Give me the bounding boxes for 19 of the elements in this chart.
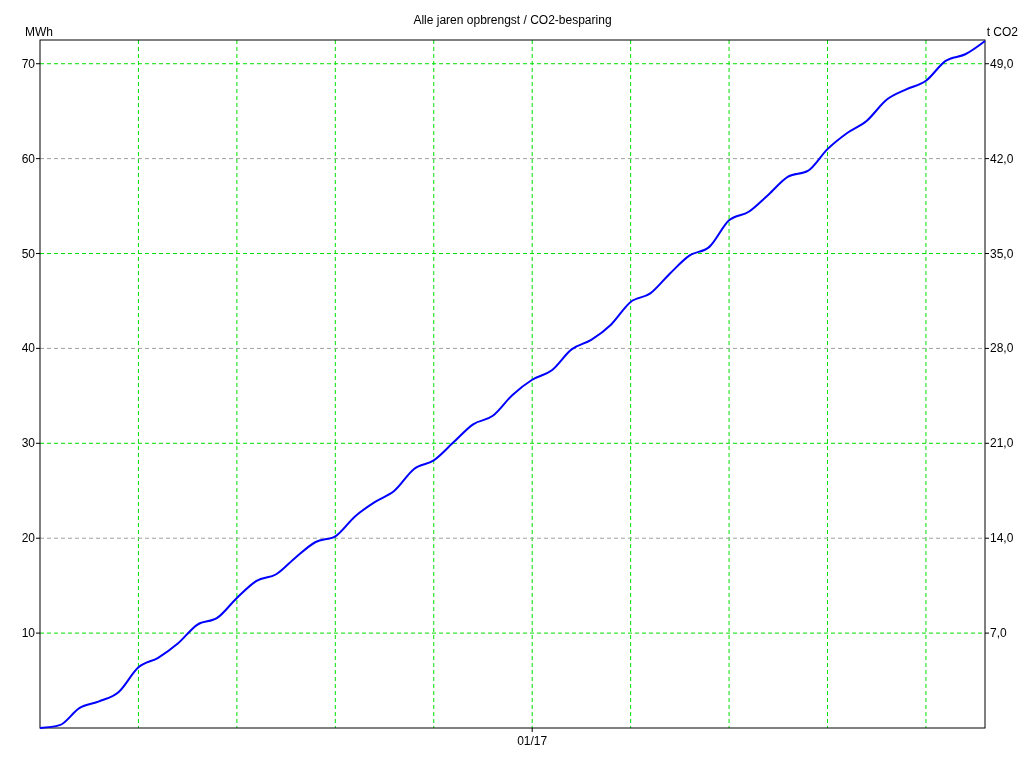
y2-axis-title: t CO2 <box>986 25 1019 39</box>
y2-tick-label: 35,0 <box>990 246 1014 261</box>
y2-tick-label: 21,0 <box>990 436 1014 451</box>
y-tick-label: 50 <box>21 246 36 261</box>
y-tick-label: 40 <box>21 341 36 356</box>
y-tick-label: 10 <box>21 626 36 641</box>
y-tick-label: 70 <box>21 56 36 71</box>
y-tick-label: 20 <box>21 531 36 546</box>
y2-tick-label: 7,0 <box>990 626 1008 641</box>
y-tick-label: 30 <box>21 436 36 451</box>
y2-tick-label: 49,0 <box>990 56 1014 71</box>
y2-tick-label: 42,0 <box>990 151 1014 166</box>
y2-tick-label: 14,0 <box>990 531 1014 546</box>
y2-tick-label: 28,0 <box>990 341 1014 356</box>
x-tick-label: 01/17 <box>517 734 548 748</box>
y-tick-label: 60 <box>21 151 36 166</box>
y-axis-title: MWh <box>25 25 53 39</box>
chart-title: Alle jaren opbrengst / CO2-besparing <box>413 13 612 27</box>
line-series <box>39 39 986 729</box>
